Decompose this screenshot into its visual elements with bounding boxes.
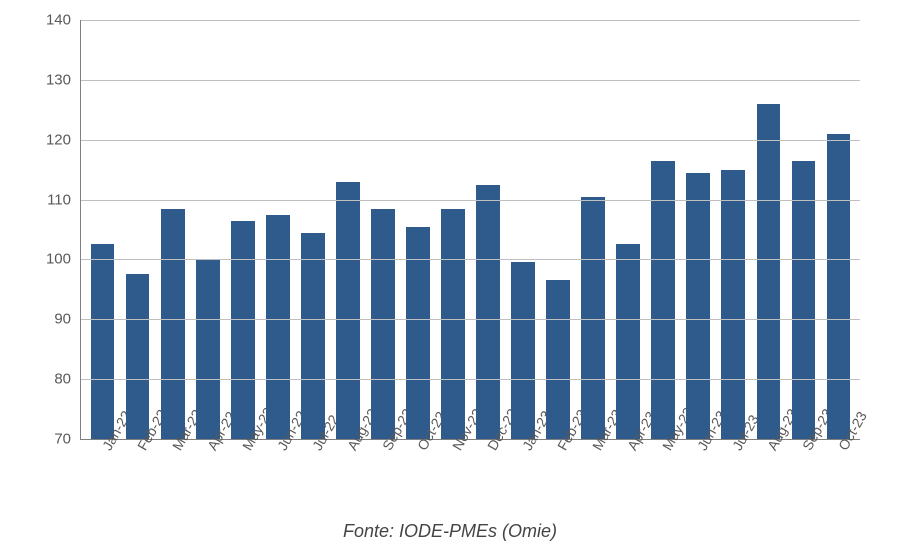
bar [91, 244, 115, 439]
bars-container: Jan-22Feb-22Mar-22Apr-22May-22Jun-22Jul-… [81, 20, 860, 439]
ytick-label: 130 [46, 71, 71, 88]
bar [161, 209, 185, 439]
bar [757, 104, 781, 439]
plot-area: Jan-22Feb-22Mar-22Apr-22May-22Jun-22Jul-… [80, 20, 860, 440]
bar [546, 280, 570, 439]
bar [441, 209, 465, 439]
ytick-label: 80 [54, 371, 71, 388]
bar-slot: Apr-23 [611, 20, 646, 439]
bar [266, 215, 290, 439]
bar-slot: Jan-23 [506, 20, 541, 439]
bar [126, 274, 150, 439]
bar-slot: Feb-23 [541, 20, 576, 439]
bar-slot: Aug-23 [751, 20, 786, 439]
bar-slot: Mar-23 [576, 20, 611, 439]
bar-slot: Jan-22 [85, 20, 120, 439]
ytick-label: 110 [47, 191, 71, 208]
bar-slot: Feb-22 [120, 20, 155, 439]
bar-slot: Oct-23 [821, 20, 856, 439]
bar-slot: Jun-23 [681, 20, 716, 439]
bar [336, 182, 360, 439]
bar [686, 173, 710, 439]
bar-slot: Sep-23 [786, 20, 821, 439]
bar-slot: Jul-23 [716, 20, 751, 439]
ytick-label: 70 [54, 431, 71, 448]
bar-slot: May-22 [225, 20, 260, 439]
gridline [81, 80, 860, 81]
ytick-label: 100 [46, 251, 71, 268]
gridline [81, 379, 860, 380]
bar-slot: Oct-22 [400, 20, 435, 439]
source-caption: Fonte: IODE-PMEs (Omie) [0, 521, 900, 542]
bar-slot: Dec-22 [471, 20, 506, 439]
bar [406, 227, 430, 439]
gridline [81, 319, 860, 320]
bar [196, 259, 220, 439]
bar [616, 244, 640, 439]
bar [827, 134, 851, 439]
bar [371, 209, 395, 439]
bar-slot: Mar-22 [155, 20, 190, 439]
bar [651, 161, 675, 439]
bar-slot: Sep-22 [365, 20, 400, 439]
ytick-label: 140 [46, 12, 71, 29]
gridline [81, 200, 860, 201]
gridline [81, 259, 860, 260]
bar [511, 262, 535, 439]
bar [231, 221, 255, 439]
bar-slot: May-23 [646, 20, 681, 439]
bar-chart: Jan-22Feb-22Mar-22Apr-22May-22Jun-22Jul-… [0, 0, 900, 550]
bar-slot: Jun-22 [260, 20, 295, 439]
gridline [81, 20, 860, 21]
bar [792, 161, 816, 439]
bar-slot: Jul-22 [295, 20, 330, 439]
bar [301, 233, 325, 440]
ytick-label: 90 [54, 311, 71, 328]
bar [581, 197, 605, 439]
ytick-label: 120 [46, 131, 71, 148]
bar-slot: Aug-22 [330, 20, 365, 439]
bar-slot: Apr-22 [190, 20, 225, 439]
bar-slot: Nov-22 [435, 20, 470, 439]
bar [476, 185, 500, 439]
bar [721, 170, 745, 439]
gridline [81, 140, 860, 141]
